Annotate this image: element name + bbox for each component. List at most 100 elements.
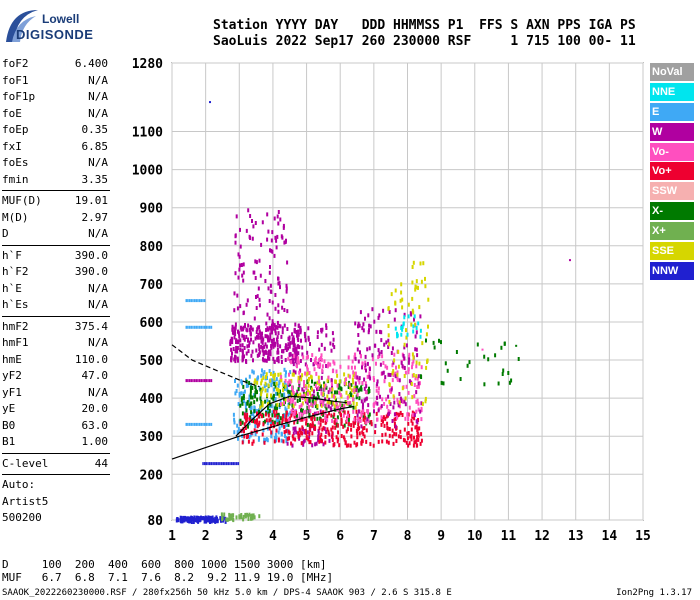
echo-trace-point xyxy=(204,462,206,466)
echo-point xyxy=(284,434,286,439)
echo-point xyxy=(314,356,317,361)
echo-point xyxy=(346,395,349,400)
echo-point xyxy=(271,319,274,324)
echo-point xyxy=(342,435,345,440)
echo-point xyxy=(255,420,258,425)
echo-point xyxy=(306,364,308,369)
echo-point xyxy=(251,441,254,446)
echo-point xyxy=(393,317,396,322)
echo-point xyxy=(236,306,239,311)
param-label: M(D) xyxy=(2,210,29,224)
echo-point xyxy=(267,409,270,414)
echo-point xyxy=(483,382,486,387)
param-row: foE N/A xyxy=(2,106,110,123)
echo-point xyxy=(387,372,390,377)
echo-trace-point xyxy=(207,462,209,466)
echo-point xyxy=(239,343,242,348)
echo-point xyxy=(304,392,307,397)
echo-point xyxy=(381,397,384,402)
echo-point xyxy=(261,368,263,373)
echo-point xyxy=(312,362,315,367)
echo-point xyxy=(270,430,273,435)
echo-point xyxy=(297,387,300,392)
echo-point xyxy=(241,353,244,358)
echo-point xyxy=(402,322,405,327)
echo-point xyxy=(256,353,259,358)
echo-point xyxy=(269,265,271,269)
echo-point xyxy=(273,439,276,444)
echo-point xyxy=(280,334,283,339)
echo-point xyxy=(324,440,327,445)
param-label: h`F2 xyxy=(2,265,29,278)
echo-point xyxy=(282,298,285,303)
echo-point xyxy=(411,265,414,269)
echo-point xyxy=(315,441,318,446)
echo-point xyxy=(244,401,247,406)
echo-point xyxy=(304,362,307,367)
param-value: N/A xyxy=(88,73,108,87)
echo-point xyxy=(265,375,267,380)
echo-point xyxy=(257,332,260,337)
echo-point xyxy=(289,370,292,375)
echo-point xyxy=(311,443,314,448)
echo-trace-point xyxy=(195,422,198,426)
echo-point xyxy=(306,398,309,403)
echo-point xyxy=(363,398,366,403)
echo-point xyxy=(251,236,254,241)
echo-point xyxy=(190,520,193,524)
echo-point xyxy=(347,385,350,389)
echo-point xyxy=(320,357,323,362)
echo-point xyxy=(391,428,394,433)
param-row: h`F 390.0 xyxy=(2,248,110,265)
echo-point xyxy=(243,412,246,417)
echo-point xyxy=(286,436,289,441)
echo-point xyxy=(389,388,391,393)
echo-point xyxy=(292,412,295,417)
echo-point xyxy=(401,364,404,369)
echo-point xyxy=(255,388,258,393)
echo-point xyxy=(403,366,406,370)
echo-point xyxy=(380,415,383,420)
echo-point xyxy=(345,377,347,382)
echo-point xyxy=(305,418,308,423)
echo-point xyxy=(239,403,242,408)
echo-point xyxy=(412,443,415,448)
echo-point xyxy=(316,391,319,396)
echo-point xyxy=(290,441,293,446)
param-value: 1.00 xyxy=(81,435,109,448)
x-tick-label: 1 xyxy=(168,529,176,544)
echo-point xyxy=(418,381,421,386)
echo-point xyxy=(252,439,255,444)
echo-trace-point xyxy=(202,299,204,303)
echo-point xyxy=(274,384,277,389)
echo-point xyxy=(324,383,327,388)
echo-point xyxy=(416,385,419,389)
echo-point xyxy=(313,417,316,422)
echo-point xyxy=(348,382,351,387)
echo-point xyxy=(273,420,276,425)
echo-point xyxy=(347,417,350,422)
echo-point xyxy=(290,360,293,365)
param-value: N/A xyxy=(88,281,108,295)
echo-point xyxy=(363,386,366,391)
echo-point xyxy=(237,252,240,257)
echo-point xyxy=(294,370,297,375)
echo-point xyxy=(385,414,388,419)
echo-point xyxy=(301,395,304,400)
echo-point xyxy=(264,388,267,393)
echo-point xyxy=(382,361,385,365)
x-tick-label: 3 xyxy=(235,529,243,544)
echo-point xyxy=(389,410,392,415)
echo-point xyxy=(368,389,371,393)
echo-point xyxy=(238,334,241,339)
echo-point xyxy=(405,335,408,340)
echo-point xyxy=(382,419,384,424)
echo-point xyxy=(316,330,319,335)
echo-point xyxy=(265,372,268,377)
echo-point xyxy=(261,220,264,225)
echo-point xyxy=(279,389,281,394)
echo-point xyxy=(267,229,270,234)
param-value: N/A xyxy=(88,298,108,311)
echo-point xyxy=(406,412,409,417)
echo-point xyxy=(378,354,381,358)
